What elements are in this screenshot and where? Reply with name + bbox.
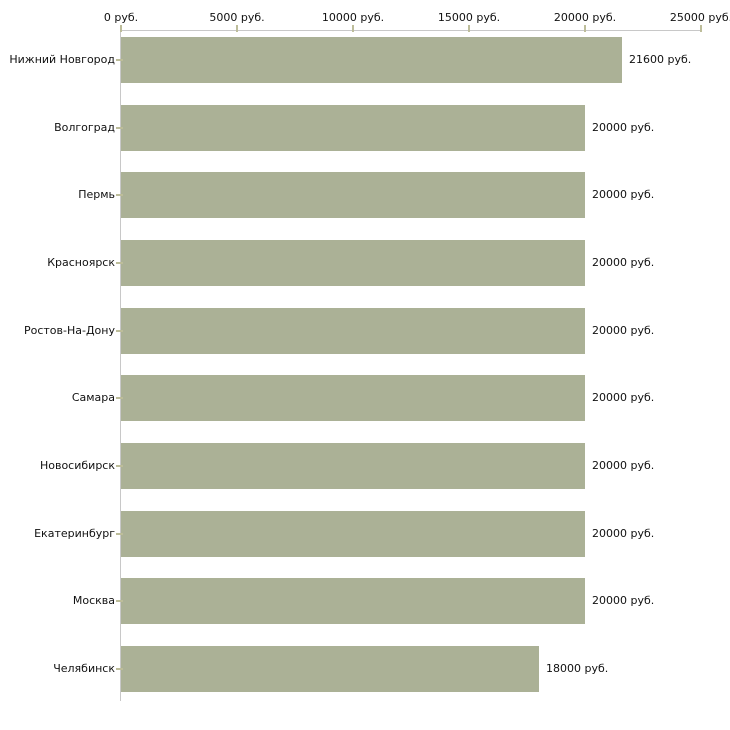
value-label: 20000 руб. xyxy=(592,527,655,540)
x-axis-tick xyxy=(236,25,238,32)
x-axis-tick-label: 25000 руб. xyxy=(669,11,730,24)
category-tick xyxy=(116,533,123,535)
x-axis-tick xyxy=(352,25,354,32)
x-axis-tick xyxy=(584,25,586,32)
x-axis-tick-label: 10000 руб. xyxy=(321,11,385,24)
value-label: 20000 руб. xyxy=(592,324,655,337)
category-label: Новосибирск xyxy=(39,459,115,472)
category-label: Самара xyxy=(71,391,115,404)
category-tick xyxy=(116,330,123,332)
x-axis-tick-label: 5000 руб. xyxy=(209,11,265,24)
bar xyxy=(121,578,585,624)
value-label: 20000 руб. xyxy=(592,188,655,201)
category-label: Нижний Новгород xyxy=(9,53,115,66)
category-label: Ростов-На-Дону xyxy=(23,324,115,337)
x-axis-tick-label: 0 руб. xyxy=(103,11,139,24)
category-tick xyxy=(116,194,123,196)
category-tick xyxy=(116,127,123,129)
bar xyxy=(121,511,585,557)
x-axis-tick-label: 15000 руб. xyxy=(437,11,501,24)
category-label: Челябинск xyxy=(53,662,115,675)
y-axis-line xyxy=(120,30,121,701)
category-tick xyxy=(116,465,123,467)
value-label: 20000 руб. xyxy=(592,391,655,404)
x-axis-line xyxy=(120,30,702,31)
value-label: 20000 руб. xyxy=(592,121,655,134)
bar xyxy=(121,443,585,489)
category-label: Пермь xyxy=(78,188,115,201)
x-axis-tick xyxy=(468,25,470,32)
bar xyxy=(121,240,585,286)
category-label: Москва xyxy=(72,594,115,607)
category-label: Волгоград xyxy=(54,121,115,134)
value-label: 20000 руб. xyxy=(592,594,655,607)
category-tick xyxy=(116,262,123,264)
category-label: Екатеринбург xyxy=(34,527,115,540)
category-tick xyxy=(116,59,123,61)
value-label: 18000 руб. xyxy=(546,662,609,675)
value-label: 20000 руб. xyxy=(592,256,655,269)
bar xyxy=(121,105,585,151)
bar xyxy=(121,308,585,354)
category-tick xyxy=(116,397,123,399)
value-label: 20000 руб. xyxy=(592,459,655,472)
bar xyxy=(121,172,585,218)
x-axis-tick xyxy=(120,25,122,32)
x-axis-tick-label: 20000 руб. xyxy=(553,11,617,24)
value-label: 21600 руб. xyxy=(629,53,692,66)
category-label: Красноярск xyxy=(47,256,115,269)
bar xyxy=(121,375,585,421)
category-tick xyxy=(116,600,123,602)
bar xyxy=(121,37,622,83)
bar xyxy=(121,646,539,692)
category-tick xyxy=(116,668,123,670)
x-axis-tick xyxy=(700,25,702,32)
